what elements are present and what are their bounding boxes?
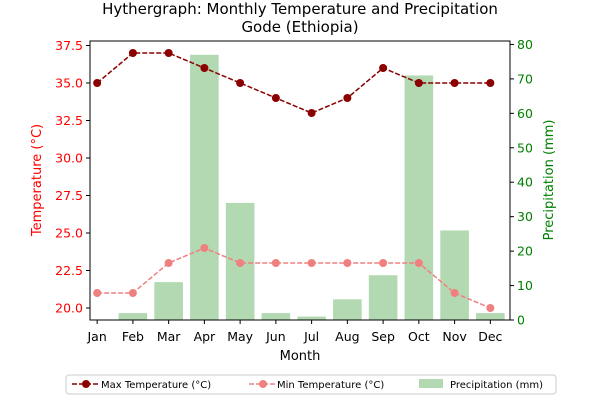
min-temp-line xyxy=(97,247,491,309)
precip-bar-aug xyxy=(333,299,362,320)
plot-frame xyxy=(89,40,511,321)
min-temp-point-oct xyxy=(414,259,423,267)
left-tick-label: 32.5 xyxy=(55,113,83,128)
min-temp-point-nov xyxy=(450,289,459,297)
right-axis-label: Precipitation (mm) xyxy=(542,120,557,241)
left-tick-label: 37.5 xyxy=(55,38,83,53)
min-temp-point-jun xyxy=(271,259,280,267)
precip-bar-feb xyxy=(118,313,148,320)
right-tick-label: 50 xyxy=(517,140,533,155)
x-axis-ticks: Jan Feb Mar Apr May Jun Jul Aug Sep Oct Nov Dec xyxy=(87,320,503,344)
x-tick-label: Feb xyxy=(122,329,144,344)
legend-label-max: Max Temperature (°C) xyxy=(101,380,211,391)
min-temp-point-jul xyxy=(307,259,316,267)
right-tick-label: 20 xyxy=(517,244,533,259)
max-temp-point-sep xyxy=(379,64,388,72)
max-temp-point-feb xyxy=(128,49,137,57)
precip-bar-apr xyxy=(190,54,219,321)
min-temp-point-aug xyxy=(343,259,352,267)
x-tick-label: Aug xyxy=(335,329,359,344)
max-temp-point-jun xyxy=(271,94,280,102)
left-tick-label: 30.0 xyxy=(55,151,83,166)
min-temp-point-may xyxy=(236,259,245,267)
x-axis-label: Month xyxy=(280,349,321,364)
max-temp-line xyxy=(96,52,491,114)
chart-subtitle: Gode (Ethiopia) xyxy=(241,18,358,36)
max-temp-point-jul xyxy=(307,109,316,117)
legend-marker-min xyxy=(259,380,267,388)
right-axis-ticks: 0 10 20 30 40 50 60 70 80 xyxy=(510,37,533,328)
right-tick-label: 0 xyxy=(517,313,525,328)
legend-marker-max xyxy=(82,380,90,388)
max-temp-point-mar xyxy=(164,49,173,57)
max-temp-point-apr xyxy=(200,64,209,72)
x-tick-label: Jul xyxy=(303,329,319,344)
precip-bar-mar xyxy=(154,282,183,320)
right-tick-label: 40 xyxy=(517,175,533,190)
x-tick-label: Sep xyxy=(371,329,395,344)
min-temp-point-jan xyxy=(93,289,102,297)
left-axis-label: Temperature (°C) xyxy=(30,124,45,237)
x-tick-label: Nov xyxy=(442,329,467,344)
left-tick-label: 27.5 xyxy=(55,188,83,203)
temperature-lines xyxy=(93,49,495,312)
right-tick-label: 60 xyxy=(517,106,533,121)
min-temp-point-feb xyxy=(128,289,137,297)
right-tick-label: 10 xyxy=(517,278,533,293)
legend-swatch-precip xyxy=(419,379,443,388)
max-temp-point-dec xyxy=(486,79,495,87)
left-tick-label: 35.0 xyxy=(55,76,83,91)
right-tick-label: 70 xyxy=(517,71,533,86)
right-tick-label: 30 xyxy=(517,209,533,224)
precip-bar-oct xyxy=(404,75,434,320)
right-tick-label: 80 xyxy=(517,37,533,52)
max-temp-point-oct xyxy=(414,79,423,87)
max-temp-point-may xyxy=(236,79,245,87)
min-temp-point-mar xyxy=(164,259,173,267)
precipitation-bars xyxy=(118,54,505,321)
legend: Max Temperature (°C) Min Temperature (°C… xyxy=(65,374,557,395)
min-temp-point-sep xyxy=(379,259,388,267)
max-temp-point-jan xyxy=(93,79,102,87)
legend-label-min: Min Temperature (°C) xyxy=(277,380,384,391)
max-temp-point-aug xyxy=(343,94,352,102)
precip-bar-sep xyxy=(368,275,398,320)
precip-bar-jun xyxy=(261,313,291,320)
x-tick-label: Jun xyxy=(265,329,286,344)
x-tick-label: Oct xyxy=(408,329,430,344)
left-tick-label: 25.0 xyxy=(55,226,83,241)
min-temp-point-apr xyxy=(200,244,209,252)
chart-title: Hythergraph: Monthly Temperature and Pre… xyxy=(102,0,498,18)
precip-bar-dec xyxy=(476,313,505,320)
left-tick-label: 22.5 xyxy=(55,263,83,278)
precip-bar-jul xyxy=(297,316,326,320)
max-temp-point-nov xyxy=(450,79,459,87)
x-tick-label: Dec xyxy=(478,329,502,344)
min-temp-point-dec xyxy=(486,304,495,312)
left-tick-label: 20.0 xyxy=(55,301,83,316)
x-tick-label: Jan xyxy=(87,329,107,344)
left-axis-ticks: 20.0 22.5 25.0 27.5 30.0 32.5 35.0 37.5 xyxy=(55,38,90,316)
precip-bar-nov xyxy=(440,230,469,320)
legend-label-precip: Precipitation (mm) xyxy=(450,380,543,391)
x-tick-label: Apr xyxy=(194,329,216,344)
x-tick-label: Mar xyxy=(157,329,181,344)
x-tick-label: May xyxy=(227,329,253,344)
